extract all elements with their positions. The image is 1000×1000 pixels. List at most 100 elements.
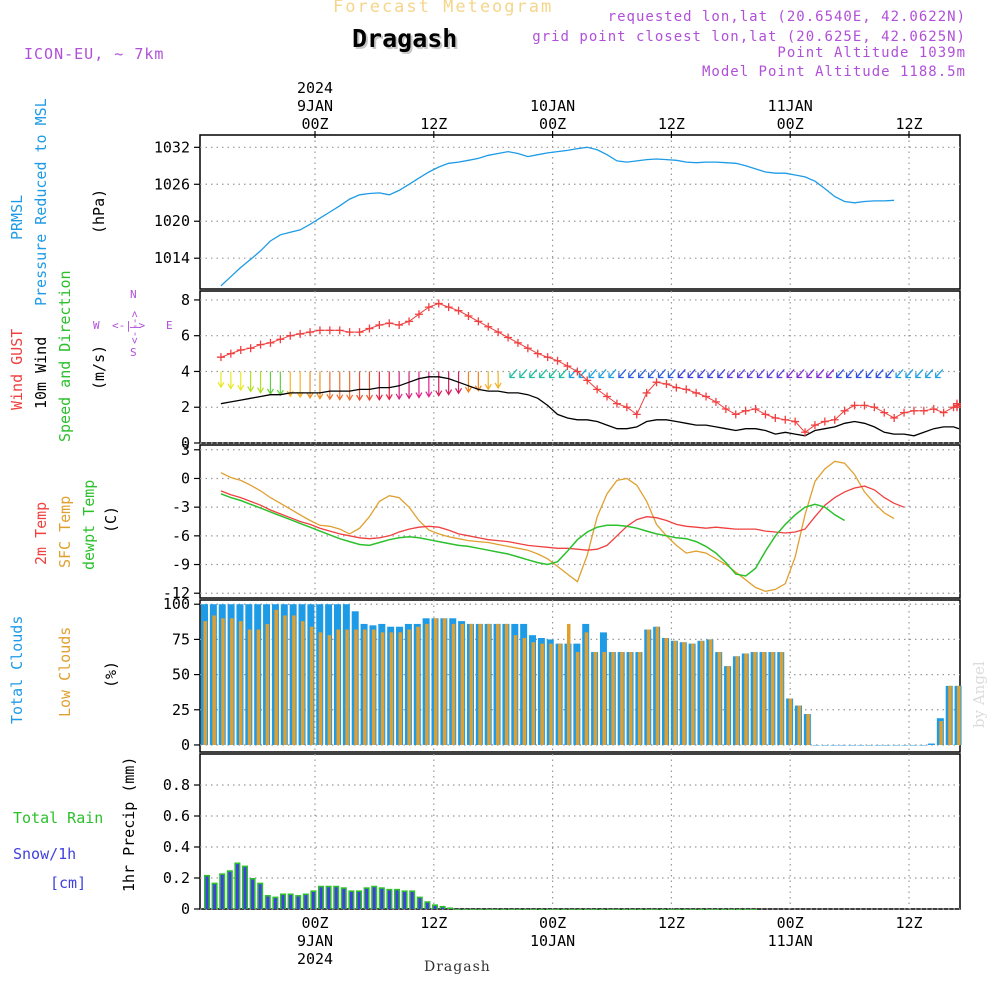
bottom-time-label: 12Z [658,914,685,932]
wind-gust-marker [246,344,255,353]
low-cloud-bar [425,623,429,745]
rain-bar [637,909,644,910]
wind-gust-marker [801,428,810,437]
ytick-label-precip: 0.4 [163,838,190,856]
snow-bar [281,895,285,909]
low-cloud-bar [398,632,403,745]
wind-direction-arrowhead [445,389,453,396]
wind-direction-arrowhead [935,372,941,379]
wind-gust-marker [474,317,483,326]
wind-gust-marker [702,392,711,401]
low-cloud-bar [389,632,394,745]
ytick-label-temperature: -6 [172,527,190,545]
total-cloud-bar [857,744,865,746]
low-cloud-bar [593,652,598,745]
bottom-time-label: 11JAN [768,932,813,950]
wind-direction-arrowhead [806,372,812,379]
wind-direction-arrow [658,369,666,378]
wind-gust-marker [682,385,691,394]
wind-direction-arrowhead [855,372,862,379]
ytick-label-temperature: 3 [181,441,190,459]
rain-bar [500,909,507,910]
rain-bar [492,909,499,910]
total-cloud-bar [812,744,820,746]
wind-direction-arrowhead [915,372,921,379]
rain-bar [530,909,537,910]
wind-direction-arrowhead [836,372,842,379]
rain-bar [477,909,484,910]
wind-gust-marker [721,405,730,414]
top-time-label: 00Z [777,115,804,133]
panel-frame-clouds [199,599,961,753]
wind-direction-arrow [549,369,558,378]
wind-direction-arrow [628,369,637,378]
wind-direction-arrow [895,369,904,378]
wind-gust-marker [266,338,275,347]
wind-direction-arrowhead [336,394,344,401]
wind-direction-arrowhead [306,392,314,400]
low-cloud-bar [354,629,358,745]
wind-gust-marker [236,346,245,355]
wind-direction-arrowhead [257,387,265,394]
top-time-label: 12Z [420,115,447,133]
snow-bar [296,896,300,909]
wind-direction-arrow [856,369,864,378]
total-cloud-bar [919,744,927,746]
wind-gust-marker [395,320,404,329]
panel-frame-pressure [199,134,961,290]
dewpt-temp-line [220,493,845,577]
wind-direction-arrow [865,369,874,378]
precip-label-cm: [cm] [50,874,87,892]
wind-direction-arrowhead [568,372,575,379]
ytick-label-pressure: 1014 [154,249,190,267]
bottom-time-label: 00Z [539,914,566,932]
wind-gust-marker [919,406,928,415]
low-cloud-bar [327,635,332,745]
snow-bar [228,871,232,909]
low-cloud-bar [371,629,376,745]
low-cloud-bar [735,656,739,745]
low-cloud-bar [380,632,385,745]
rain-bar [690,909,697,910]
wind-direction-arrowhead [316,393,324,400]
snow-bar [342,888,346,909]
total-cloud-bar [927,743,935,745]
wind-direction-arrowhead [618,372,624,379]
low-cloud-bar [301,621,305,745]
wind-direction-arrow [608,369,617,378]
wind-gust-marker [820,417,829,426]
wind-direction-arrowhead [826,372,832,379]
wind-gust-marker [900,408,909,417]
snow-bar [304,895,308,909]
snow-bar [395,890,399,909]
rain-bar [538,909,545,910]
wind-direction-arrowhead [667,372,674,379]
wind-direction-arrowhead [707,372,713,379]
ytick-label-temperature: -3 [172,498,190,516]
wind-direction-arrow [915,369,924,378]
wind-direction-arrowhead [217,381,225,389]
wind-gust-marker [484,322,493,331]
wind-gust-marker [840,406,849,415]
wind-gust-marker [672,383,681,392]
low-cloud-bar [558,643,562,745]
low-cloud-bar [238,621,243,745]
wind-direction-arrowhead [395,393,403,401]
snow-bar [311,891,315,909]
wind-direction-arrow [727,369,736,378]
snow-bar [289,895,293,909]
wind-direction-arrowhead [766,372,773,379]
compass-n: N [130,288,137,301]
wind-direction-arrowhead [474,385,482,392]
wind-direction-arrow [529,369,538,378]
bottom-time-label: 12Z [895,914,922,932]
rain-bar [553,909,560,910]
wind-direction-arrow [707,369,716,378]
rain-bar [736,909,742,910]
low-cloud-bar [620,652,624,745]
model-altitude: Model Point Altitude 1188.5m [701,64,966,80]
wind-direction-arrow [836,369,845,378]
wind-gust-marker [771,413,780,422]
precip-label-rain: Total Rain [13,809,104,827]
